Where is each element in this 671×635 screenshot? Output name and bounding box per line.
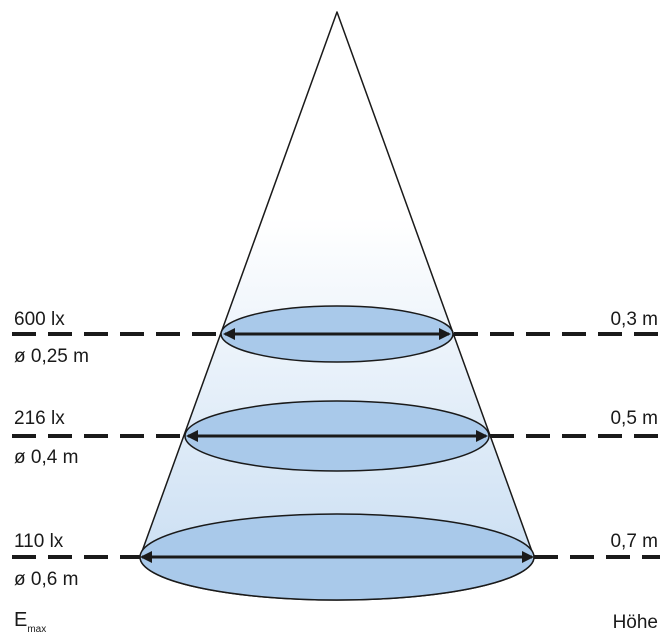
level-2-illuminance: 216 lx (14, 408, 65, 429)
emax-label: Emax (14, 609, 46, 635)
level-2-diameter: ø 0,4 m (14, 447, 78, 468)
level-1-illuminance: 600 lx (14, 309, 65, 330)
emax-label-sub: max (27, 624, 46, 635)
level-1-height: 0,3 m (610, 309, 658, 330)
level-3-diameter: ø 0,6 m (14, 569, 78, 590)
level-3-height: 0,7 m (610, 531, 658, 552)
level-2-height: 0,5 m (610, 408, 658, 429)
level-3: 110 lx ø 0,6 m 0,7 m (12, 513, 660, 601)
level-1-diameter: ø 0,25 m (14, 346, 89, 367)
level-3-illuminance: 110 lx (14, 531, 64, 552)
level-1: 600 lx ø 0,25 m 0,3 m (12, 305, 660, 367)
level-2: 216 lx ø 0,4 m 0,5 m (12, 400, 660, 472)
emax-label-main: E (14, 609, 27, 631)
height-axis-label: Höhe (613, 612, 658, 633)
